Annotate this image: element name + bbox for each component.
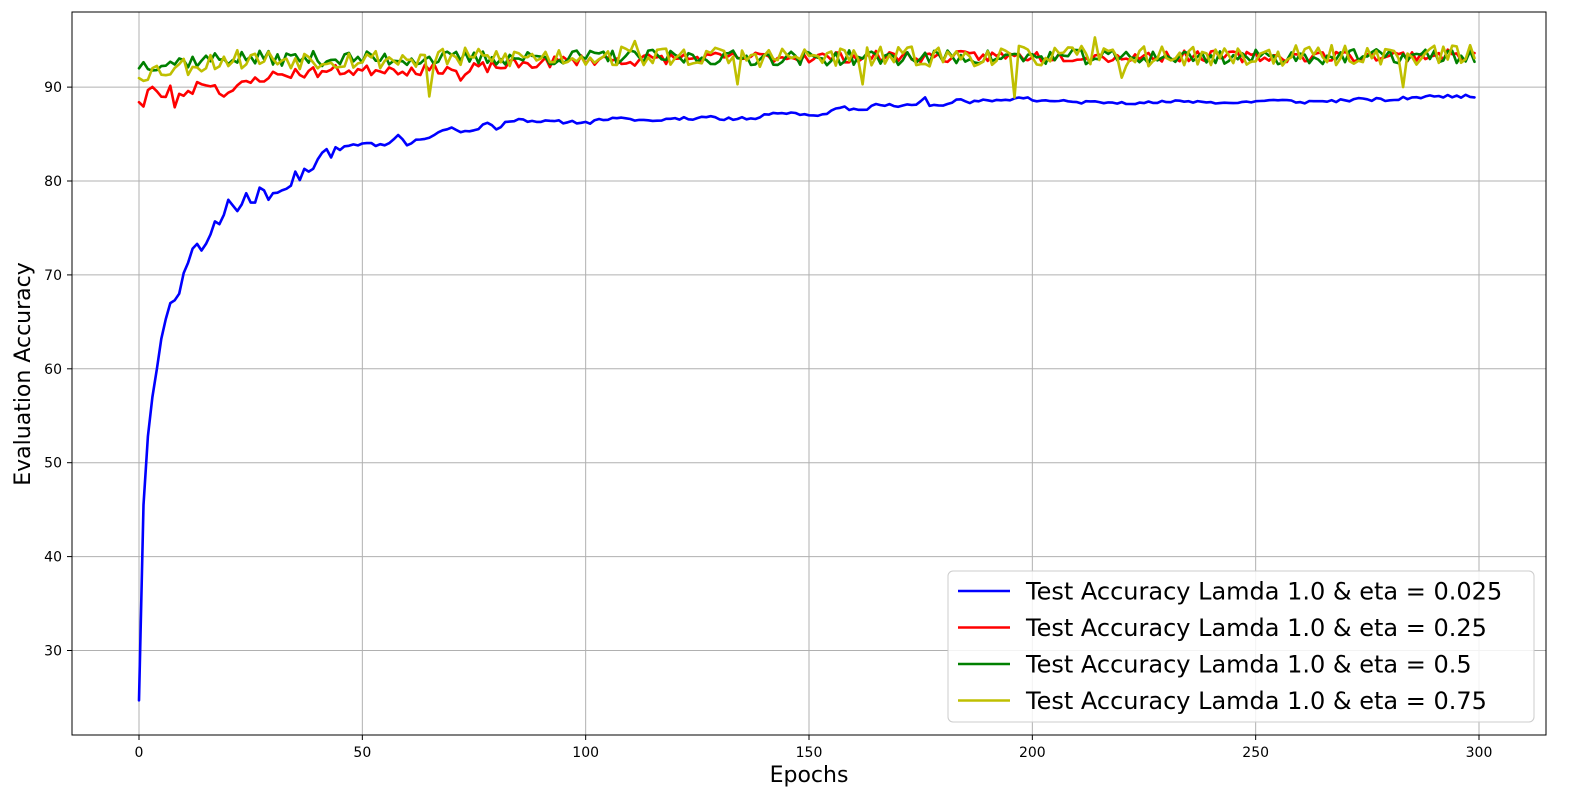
y-tick-label: 40 — [44, 550, 62, 566]
x-tick-label: 100 — [572, 745, 599, 761]
y-tick-label: 80 — [44, 174, 62, 190]
legend-entry-label: Test Accuracy Lamda 1.0 & eta = 0.75 — [1025, 687, 1487, 715]
y-axis-ticks: 30 40 50 60 70 80 90 — [44, 80, 72, 659]
legend-box — [947, 570, 1535, 723]
x-axis-label: Epochs — [770, 763, 849, 788]
x-axis-ticks: 0 50 100 150 200 250 300 — [135, 735, 1493, 761]
series-line-2 — [137, 48, 1476, 109]
x-tick-label: 50 — [353, 745, 371, 761]
series-layer — [137, 36, 1476, 702]
x-tick-label: 0 — [135, 745, 144, 761]
series-line-4 — [137, 36, 1476, 99]
y-tick-label: 50 — [44, 456, 62, 472]
y-tick-label: 30 — [44, 643, 62, 659]
x-tick-label: 300 — [1466, 745, 1493, 761]
legend: Test Accuracy Lamda 1.0 & eta = 0.025 Tes… — [947, 570, 1535, 723]
grid — [72, 12, 1546, 735]
legend-entry-label: Test Accuracy Lamda 1.0 & eta = 0.025 — [1025, 578, 1502, 606]
x-tick-label: 200 — [1019, 745, 1046, 761]
legend-entry-label: Test Accuracy Lamda 1.0 & eta = 0.25 — [1025, 614, 1487, 642]
series-line-1 — [137, 93, 1476, 702]
y-tick-label: 60 — [44, 362, 62, 378]
y-axis-label: Evaluation Accuracy — [11, 262, 36, 486]
y-tick-label: 90 — [44, 80, 62, 96]
legend-entry-label: Test Accuracy Lamda 1.0 & eta = 0.5 — [1025, 651, 1472, 679]
y-tick-label: 70 — [44, 268, 62, 284]
x-tick-label: 250 — [1242, 745, 1269, 761]
x-tick-label: 150 — [796, 745, 823, 761]
